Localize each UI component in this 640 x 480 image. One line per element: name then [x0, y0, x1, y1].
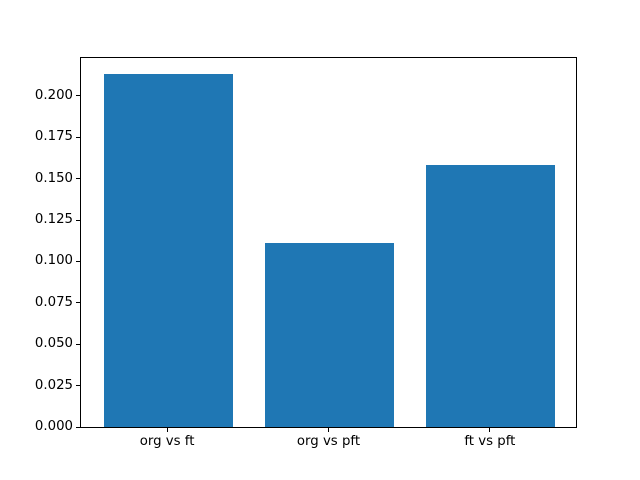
x-tick-label: org vs pft: [296, 434, 361, 449]
bar-org-vs-ft: [103, 74, 233, 427]
y-tick-mark: [76, 343, 80, 345]
y-tick-mark: [76, 260, 80, 262]
y-tick-label: 0.150: [34, 170, 73, 186]
y-tick-mark: [76, 426, 80, 428]
bar-org-vs-pft: [264, 243, 395, 427]
y-tick-mark: [76, 385, 80, 387]
x-tick-label: ft vs pft: [464, 434, 516, 449]
y-tick-label: 0.075: [34, 294, 73, 310]
y-tick-mark: [76, 178, 80, 180]
y-tick-label: 0.175: [34, 129, 73, 145]
x-tick-mark: [328, 428, 329, 432]
bar-ft-vs-pft: [426, 165, 556, 427]
y-tick-label: 0.025: [34, 377, 73, 393]
y-tick-label: 0.200: [34, 87, 73, 103]
y-tick-label: 0.125: [34, 212, 73, 228]
x-tick-mark: [489, 428, 491, 432]
y-tick-mark: [76, 302, 80, 304]
y-tick-label: 0.100: [34, 253, 73, 269]
y-tick-label: 0.000: [34, 419, 73, 434]
y-tick-mark: [76, 219, 80, 221]
y-tick-mark: [76, 136, 80, 138]
x-tick-label: org vs ft: [139, 434, 195, 449]
y-tick-mark: [76, 95, 80, 97]
plot-area: [80, 57, 577, 428]
x-tick-mark: [166, 428, 168, 432]
y-tick-label: 0.050: [34, 336, 73, 352]
